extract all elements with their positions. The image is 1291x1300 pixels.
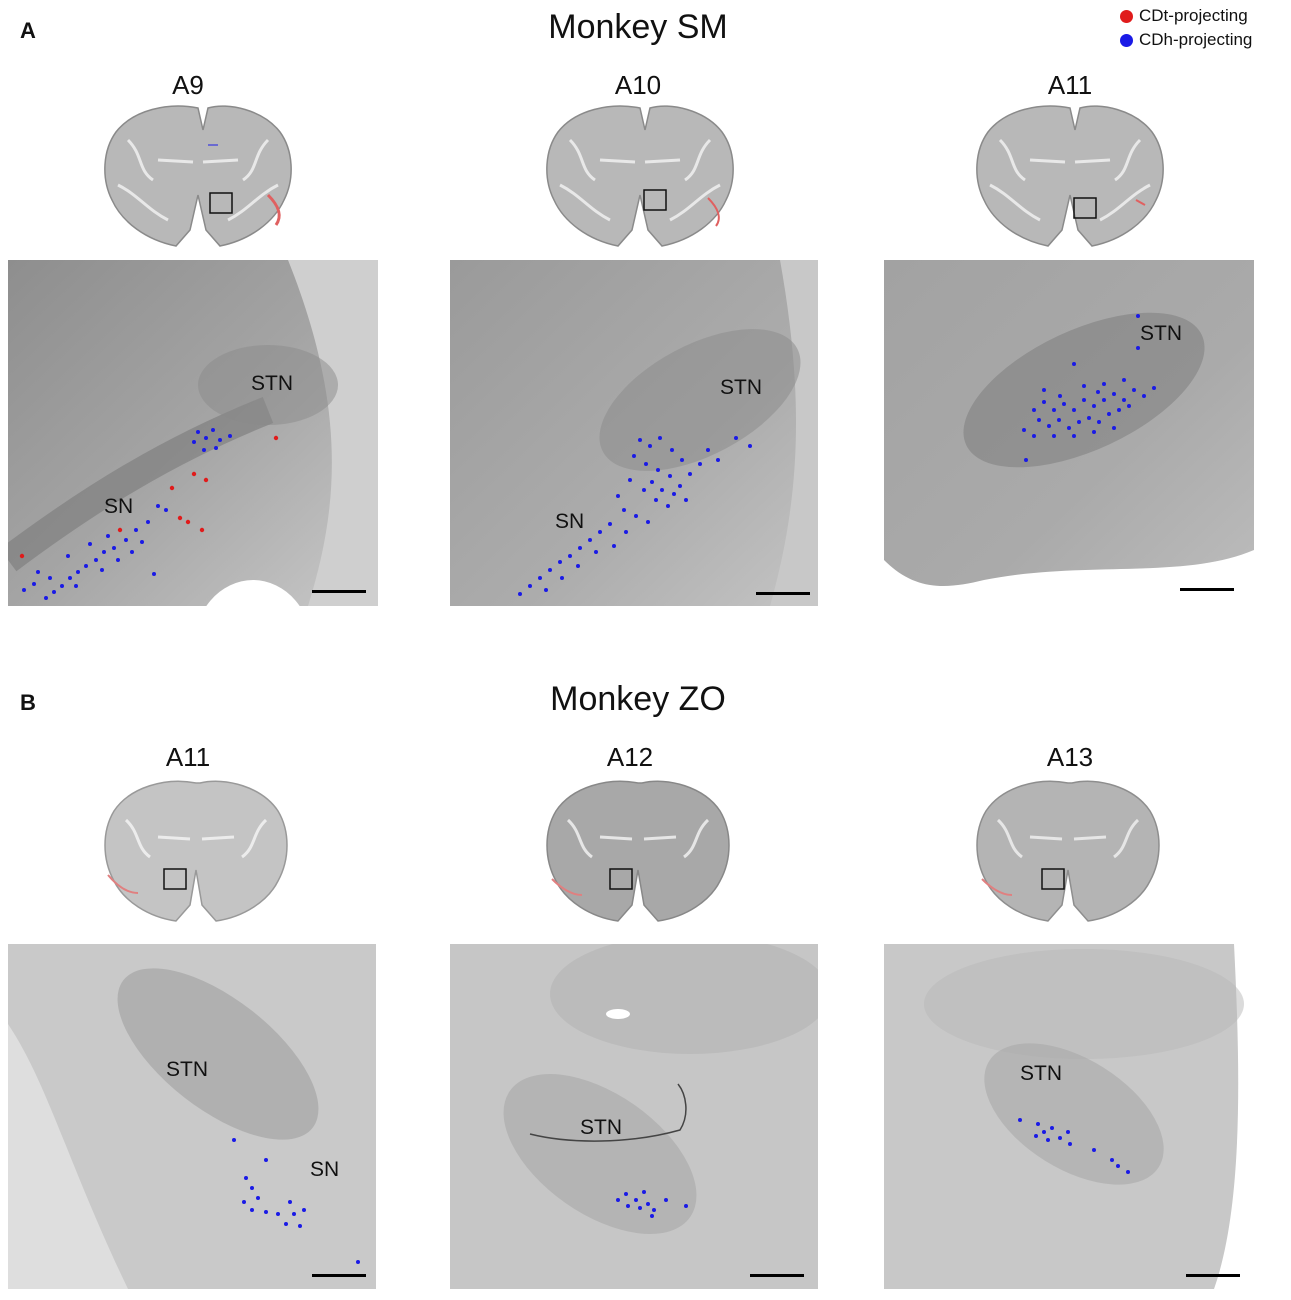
scale-bar	[750, 1274, 804, 1277]
legend-item-cdt: CDt-projecting	[1120, 6, 1252, 26]
scale-bar	[312, 590, 366, 593]
micrograph-a12: STN	[450, 944, 818, 1289]
region-label-stn: STN	[1020, 1062, 1062, 1085]
section-label-a9: A9	[172, 70, 204, 100]
micrograph-a9: STN SN	[8, 260, 378, 606]
micrograph-a13: STN	[884, 944, 1254, 1289]
roi-box	[1041, 868, 1065, 890]
cdh-neuron-dots	[1022, 314, 1156, 462]
cdh-neuron-dots	[232, 1138, 360, 1264]
roi-box	[163, 868, 187, 890]
panel-letter-b: B	[20, 690, 36, 715]
region-label-stn: STN	[720, 376, 762, 399]
section-label-a11-sm: A11	[1047, 70, 1093, 100]
legend-dot-red-icon	[1120, 9, 1133, 23]
section-label-a13: A13	[1046, 742, 1094, 772]
micrograph-a10: STN SN	[450, 260, 818, 606]
roi-box	[609, 868, 633, 890]
scale-bar	[1186, 1274, 1240, 1277]
cdt-neuron-dots	[19, 435, 279, 559]
brain-thumbnail-a13	[976, 780, 1160, 922]
roi-box	[209, 192, 233, 214]
legend: CDt-projecting CDh-projecting	[1120, 6, 1252, 50]
panel-b-title: Monkey ZO	[550, 680, 726, 718]
cdh-neuron-dots	[22, 428, 232, 600]
legend-item-cdh: CDh-projecting	[1120, 30, 1252, 50]
micrograph-a11-zo: STN SN	[8, 944, 376, 1289]
region-label-stn: STN	[580, 1116, 622, 1139]
legend-label-cdt: CDt-projecting	[1139, 6, 1248, 25]
cdh-neuron-dots	[616, 1190, 688, 1218]
roi-box	[643, 189, 667, 211]
section-label-a11-zo: A11	[165, 742, 211, 772]
roi-box	[1073, 197, 1097, 219]
scale-bar	[1180, 588, 1234, 591]
cdh-neuron-dots	[1018, 1118, 1130, 1174]
brain-thumbnail-a10	[546, 105, 734, 247]
panel-letter-a: A	[20, 18, 36, 43]
legend-label-cdh: CDh-projecting	[1139, 30, 1253, 49]
cdh-neuron-dots	[518, 436, 752, 596]
region-label-stn: STN	[166, 1058, 208, 1081]
region-label-stn: STN	[251, 372, 293, 395]
brain-thumbnail-a9	[104, 105, 292, 247]
scale-bar	[312, 1274, 366, 1277]
brain-thumbnail-a12	[546, 780, 730, 922]
region-label-sn: SN	[104, 495, 133, 518]
brain-thumbnail-a11-sm	[976, 105, 1164, 247]
region-label-sn: SN	[310, 1158, 339, 1181]
section-label-a12: A12	[606, 742, 654, 772]
brain-thumbnail-a11-zo	[104, 780, 288, 922]
region-label-sn: SN	[555, 510, 584, 533]
micrograph-a11-sm: STN	[884, 260, 1254, 606]
section-label-a10: A10	[614, 70, 662, 100]
panel-a-title: Monkey SM	[548, 8, 728, 46]
legend-dot-blue-icon	[1120, 33, 1133, 47]
region-label-stn: STN	[1140, 322, 1182, 345]
scale-bar	[756, 592, 810, 595]
